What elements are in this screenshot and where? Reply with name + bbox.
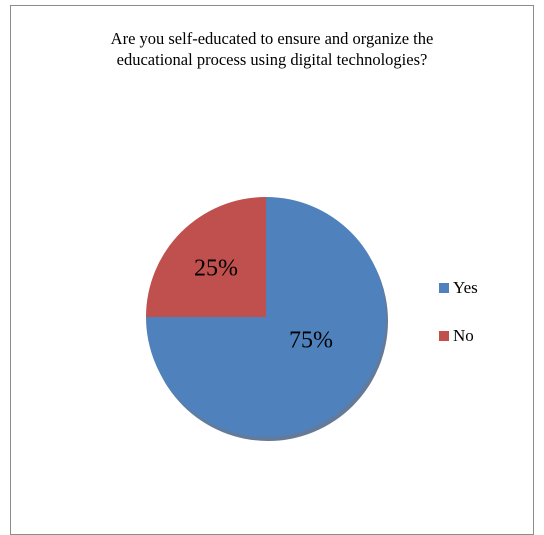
pie-slice-no: [146, 197, 266, 317]
legend-swatch-no: [439, 331, 449, 341]
pie-labels: 75% 25%: [194, 256, 333, 354]
pie-group: [146, 197, 388, 441]
data-label-no: 25%: [194, 256, 238, 282]
legend-item-no: No: [439, 326, 478, 346]
pie-chart: 75% 25%: [146, 197, 388, 441]
legend-swatch-yes: [439, 283, 449, 293]
chart-title-line-1: Are you self-educated to ensure and orga…: [110, 29, 434, 48]
legend-label-no: No: [453, 326, 474, 345]
chart-title-line-2: educational process using digital techno…: [116, 50, 428, 69]
legend-item-yes: Yes: [439, 278, 478, 298]
chart-legend: Yes No: [439, 278, 478, 374]
data-label-yes: 75%: [289, 328, 333, 354]
legend-label-yes: Yes: [453, 278, 478, 297]
chart-title: Are you self-educated to ensure and orga…: [0, 28, 544, 70]
